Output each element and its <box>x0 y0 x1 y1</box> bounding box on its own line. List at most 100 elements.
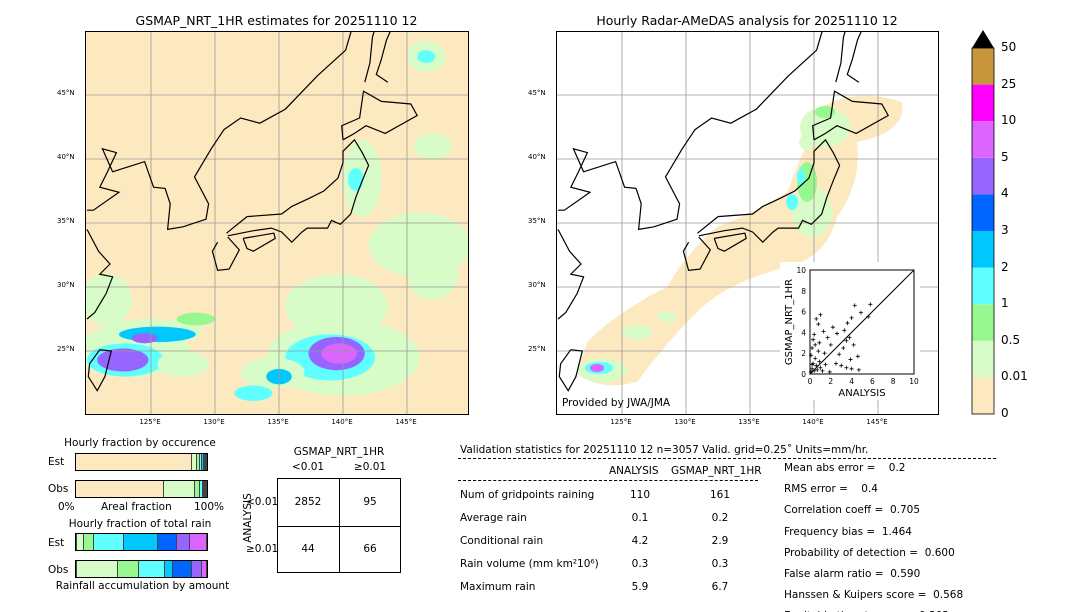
stat-row-label: Num of gridpoints raining <box>460 489 595 501</box>
bar-segment <box>192 561 203 577</box>
lat-tick-label: 45°N <box>57 89 75 97</box>
colorbar-label: 3 <box>1001 223 1009 237</box>
scatter-point <box>822 351 827 356</box>
scatter-ytick: 8 <box>801 287 806 296</box>
bar-segment <box>164 561 173 577</box>
occ-tick-0: 0% <box>58 501 75 513</box>
col-header-ge: ≥0.01 <box>353 461 387 473</box>
scatter-xtick: 0 <box>808 377 813 386</box>
bar-segment <box>77 534 84 550</box>
scatter-point <box>812 332 817 337</box>
bar-segment <box>192 454 198 470</box>
bar-segment <box>205 454 206 470</box>
coastline <box>557 229 585 320</box>
col-gsmap: GSMAP_NRT_1HR <box>671 465 762 477</box>
scatter-point <box>847 335 852 340</box>
occurrence-title: Hourly fraction by occurence <box>64 437 216 449</box>
bar-segment <box>206 481 207 497</box>
rain-area <box>176 312 215 326</box>
rain-area <box>234 385 273 401</box>
scatter-point <box>809 353 814 358</box>
rain-area <box>799 134 815 150</box>
scatter-point <box>842 328 847 333</box>
scatter-point <box>844 338 849 343</box>
scatter-point <box>837 352 842 357</box>
cell-hit: 66 <box>363 543 377 555</box>
bar-segment <box>204 481 205 497</box>
analysis-coverage-area <box>577 95 903 386</box>
scatter-point <box>825 335 830 340</box>
lat-tick-label: 40°N <box>57 153 75 161</box>
scatter-xtick: 6 <box>870 377 875 386</box>
scatter-point <box>835 331 840 336</box>
bar-segment <box>76 561 77 577</box>
lat-tick-label: 35°N <box>528 217 546 225</box>
stat-analysis-value: 5.9 <box>631 581 649 593</box>
scatter-point <box>823 362 828 367</box>
scatter-ytick: 0 <box>801 370 806 379</box>
scatter-point <box>810 366 815 371</box>
coastline <box>226 138 370 244</box>
score-item: Hanssen & Kuipers score = 0.568 <box>784 589 964 602</box>
lon-tick-label: 140°E <box>802 418 824 426</box>
scatter-point <box>839 363 844 368</box>
lat-tick-label: 30°N <box>57 281 75 289</box>
cell-false-alarm: 95 <box>363 496 377 508</box>
scatter-point <box>820 368 825 373</box>
lon-tick-label: 140°E <box>331 418 353 426</box>
scatter-xtick: 4 <box>849 377 854 386</box>
lon-tick-label: 125°E <box>610 418 632 426</box>
score-item: Equitable threat score = 0.302 <box>784 610 949 612</box>
coastline <box>558 349 584 392</box>
scatter-ytick: 6 <box>801 308 806 317</box>
occ-tick-100: 100% <box>194 501 225 513</box>
score-item: Correlation coeff = 0.705 <box>784 504 920 517</box>
rain-area <box>86 274 132 326</box>
colorbar-label: 0.5 <box>1001 332 1021 347</box>
bar-segment <box>76 454 192 470</box>
right-map-canvas <box>557 32 938 414</box>
bar-segment <box>202 561 207 577</box>
occ-label-obs: Obs <box>48 483 69 495</box>
scatter-point <box>818 312 823 317</box>
scatter-point <box>817 359 822 364</box>
stat-gsmap-value: 6.7 <box>711 581 729 593</box>
bar-segment <box>197 454 200 470</box>
bar-segment <box>206 454 207 470</box>
score-item: Frequency bias = 1.464 <box>784 525 912 538</box>
scatter-point <box>828 342 833 347</box>
scatter-point <box>834 361 838 366</box>
colorbar-segment <box>972 194 994 231</box>
bar-segment <box>199 454 203 470</box>
bar-segment <box>202 454 204 470</box>
colorbar-label: 25 <box>1001 76 1017 91</box>
contingency-table <box>277 478 401 573</box>
scatter-point <box>830 325 835 330</box>
coastline <box>86 229 114 320</box>
scatter-point <box>852 303 857 308</box>
lon-tick-label: 125°E <box>139 418 161 426</box>
stat-analysis-value: 0.3 <box>631 558 649 570</box>
colorbar-segment <box>972 48 994 85</box>
stat-row-label: Average rain <box>460 512 527 524</box>
score-item: False alarm ratio = 0.590 <box>784 568 921 580</box>
credit-text: Provided by JWA/JMA <box>562 397 671 409</box>
colorbar-extend-triangle <box>972 30 994 48</box>
rain-area <box>413 133 452 159</box>
colorbar-segment <box>972 304 994 341</box>
bar-segment <box>158 534 177 550</box>
score-item: Probability of detection = 0.600 <box>784 546 955 559</box>
coastline <box>375 32 391 83</box>
lon-tick-label: 130°E <box>203 418 225 426</box>
bar-segment <box>117 561 139 577</box>
scatter-point <box>855 354 860 359</box>
contingency-title: GSMAP_NRT_1HR <box>293 446 385 458</box>
coastline <box>682 236 712 272</box>
bar-segment <box>124 534 159 550</box>
lat-tick-label: 30°N <box>528 281 546 289</box>
bar-segment <box>138 561 165 577</box>
scatter-ytick: 10 <box>796 266 806 275</box>
coastline <box>713 232 747 252</box>
rain-area <box>97 348 149 372</box>
stat-row-label: Conditional rain <box>460 535 544 547</box>
